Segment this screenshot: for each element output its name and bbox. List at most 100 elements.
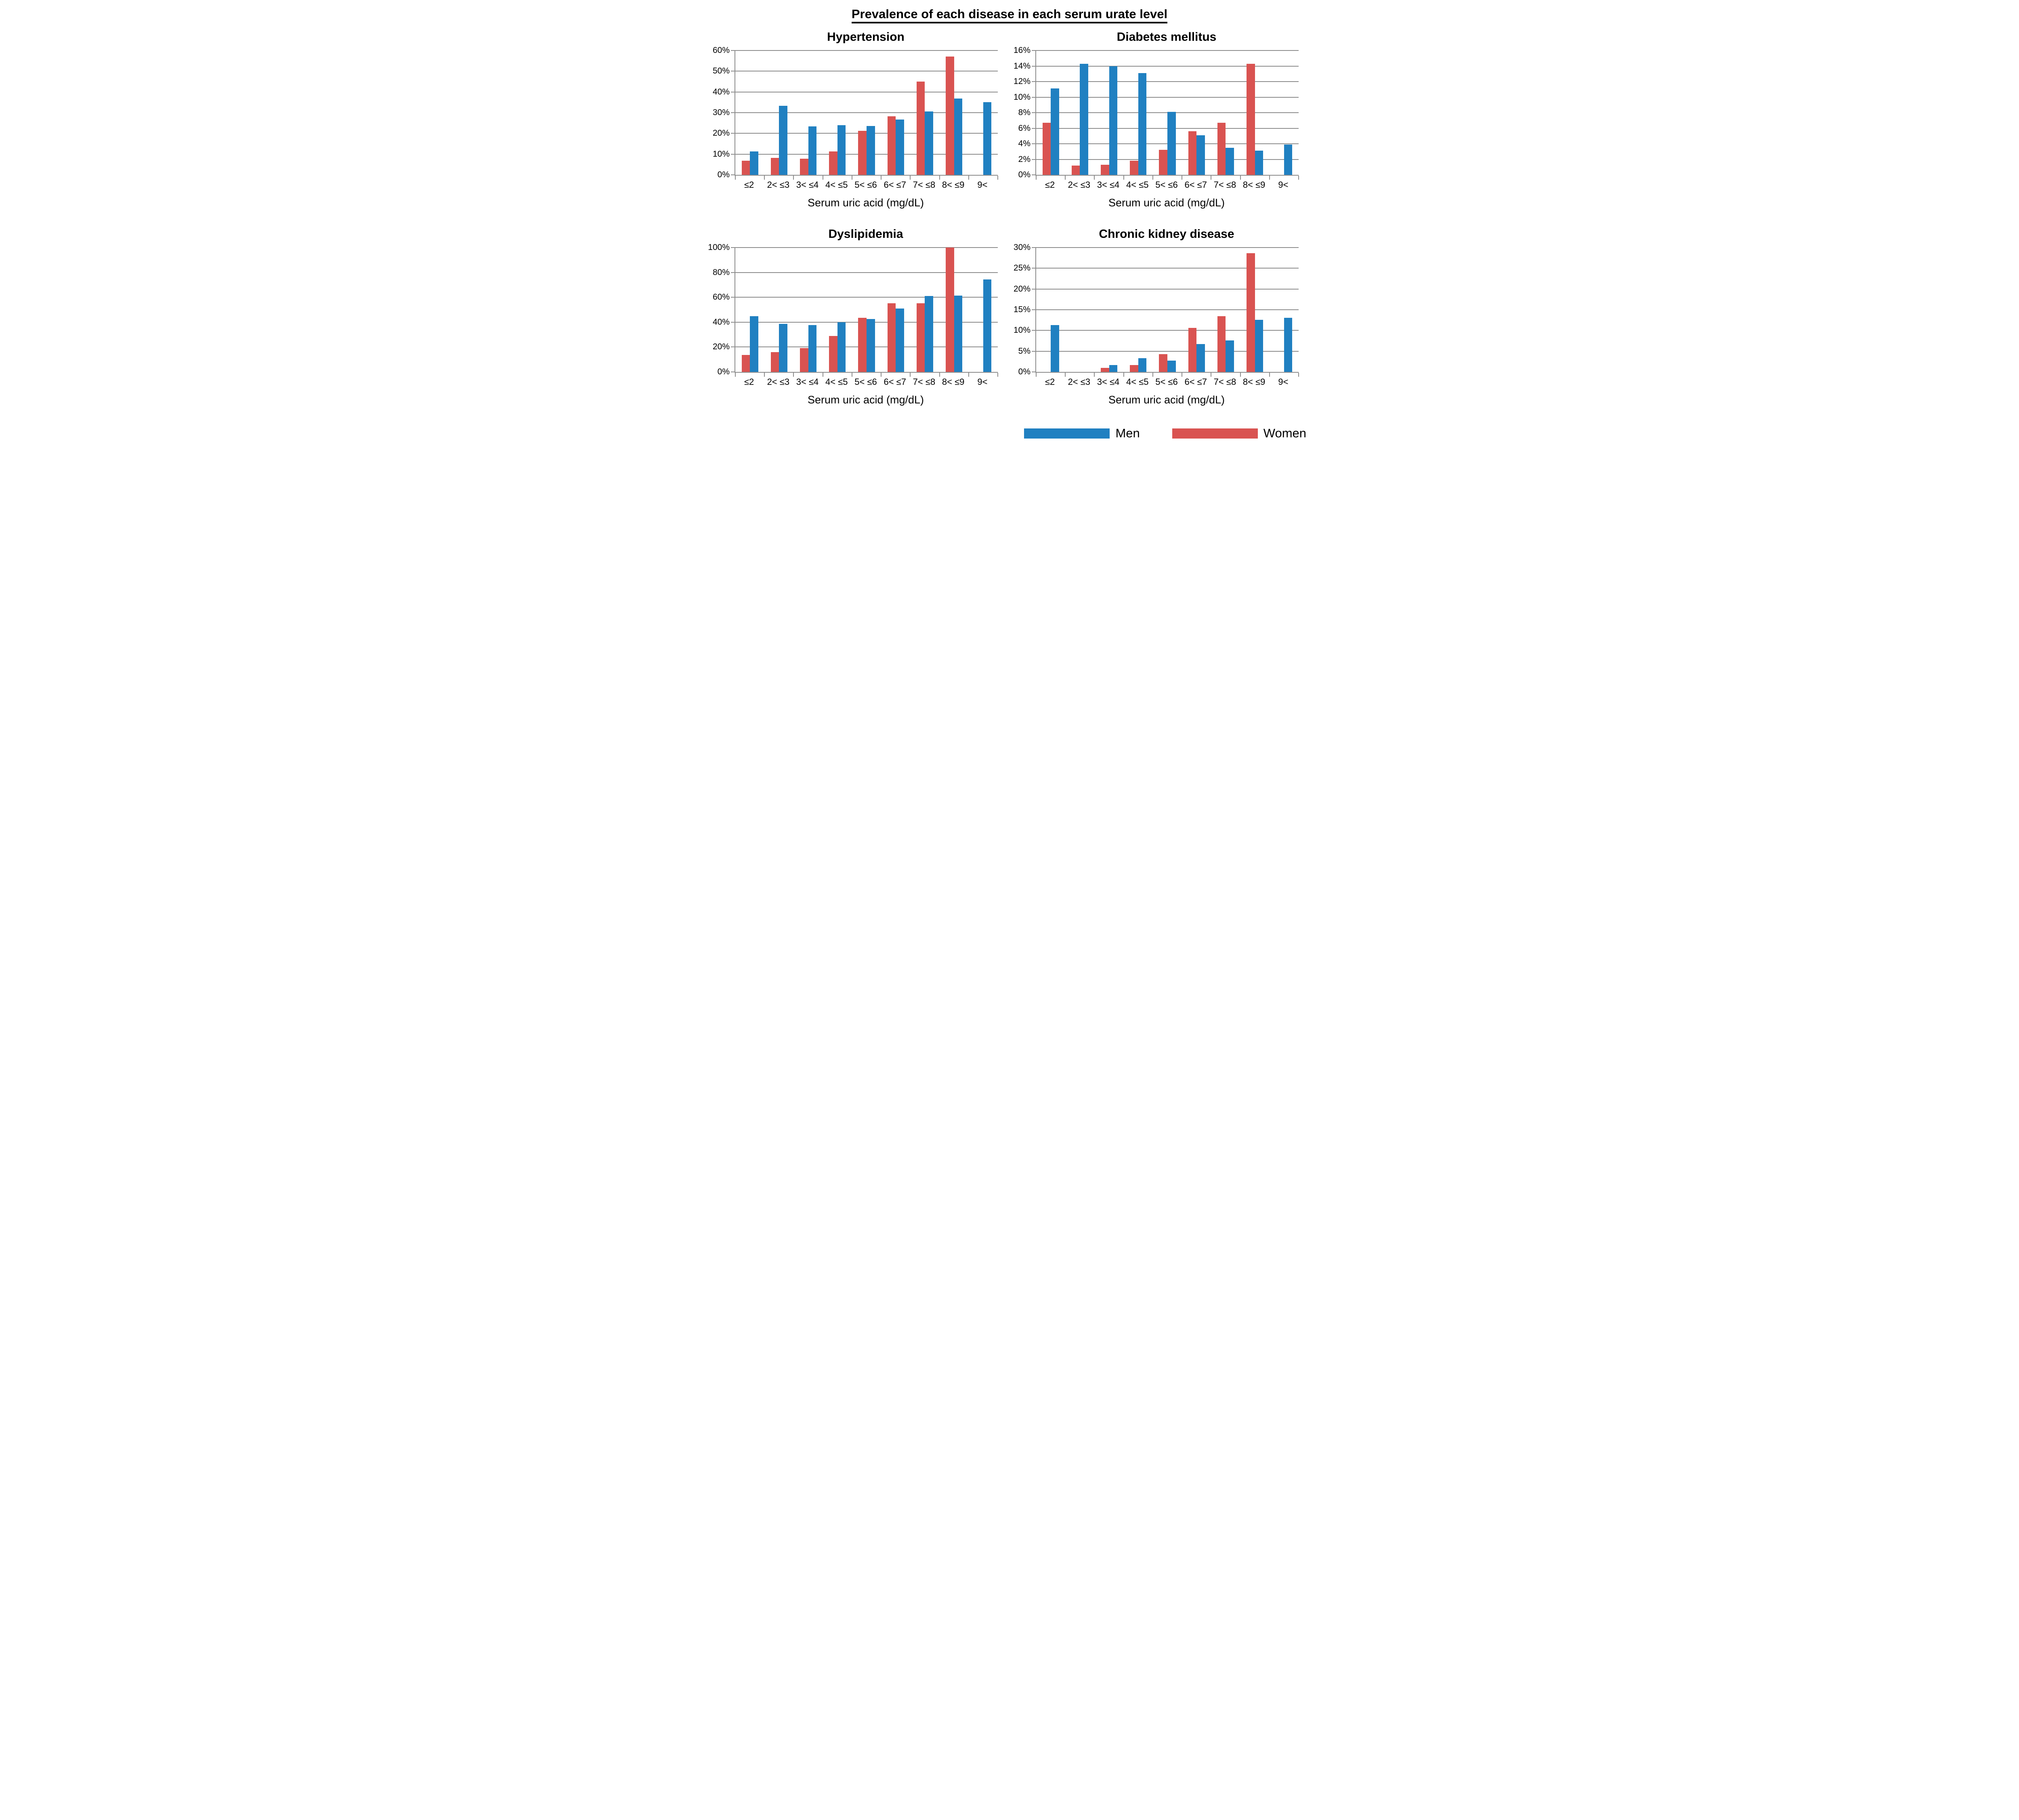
y-tick [1032,174,1036,175]
x-tick-label: 2< ≤3 [1068,180,1091,190]
x-tick [910,176,911,180]
x-tick [793,176,794,180]
x-tick [735,176,736,180]
bar-men-4< ≤5 [1138,358,1147,372]
legend-women-label: Women [1263,426,1306,440]
gridline [1036,65,1299,67]
x-axis-labels: ≤2 2< ≤3 3< ≤4 4< ≤5 5< ≤6 6< ≤7 7< ≤8 8< ≤9 9< [735,373,997,387]
x-tick-label: 3< ≤4 [1097,377,1120,387]
x-tick-label: 7< ≤8 [1213,377,1236,387]
plot-row: 0% 2% 4% 6% 8% 10% 12% 14% 16% [1010,46,1310,180]
y-tick [1032,128,1036,129]
y-axis-labels: 0% 20% 40% 60% 80% 100% [708,243,735,376]
bar-men-4< ≤5 [837,125,846,175]
y-tick-label: 12% [1013,77,1030,86]
bar-men-6< ≤7 [896,308,904,372]
x-tick-label: 9< [1278,180,1289,190]
gridline [735,272,998,273]
x-tick [793,373,794,377]
bar-men-5< ≤6 [867,319,875,372]
bar-men-3< ≤4 [1109,365,1118,372]
x-tick-label: 6< ≤7 [884,377,906,387]
plot-area-hypertension [731,50,998,180]
y-tick [1032,97,1036,98]
bar-men-9< [983,279,992,372]
x-tick [1152,176,1153,180]
x-tick-label: 8< ≤9 [1242,377,1266,387]
y-tick [731,247,735,248]
x-tick [1036,373,1037,377]
x-axis-title: Serum uric acid (mg/dL) [1108,394,1225,406]
y-tick-label: 0% [717,170,730,179]
y-tick [1032,309,1036,310]
gridline [735,50,998,51]
x-tick [997,373,998,377]
x-tick [1036,176,1037,180]
bar-women-2< ≤3 [770,352,779,372]
x-tick [1298,176,1299,180]
y-tick-label: 100% [708,243,730,252]
chart-title-dyslipidemia: Dyslipidemia [828,227,903,241]
gridline [1036,50,1299,51]
y-tick-label: 0% [717,367,730,376]
bar-women-6< ≤7 [887,303,896,372]
bar-men-7< ≤8 [1226,340,1234,372]
y-tick-label: 14% [1013,61,1030,71]
x-tick [1123,373,1124,377]
bar-women-4< ≤5 [829,336,837,372]
gridline [1036,330,1299,331]
figure-title-text: Prevalence of each disease in each serum… [851,7,1168,23]
x-tick [735,373,736,377]
y-tick [1032,351,1036,352]
bar-women-≤2 [1042,123,1051,175]
y-tick-label: 40% [712,87,730,97]
x-tick-label: ≤2 [744,180,754,190]
chart-hypertension: Hypertension 0% 10% 20% 30% 40% 50% 60% ≤2 2< ≤… [709,24,1010,221]
bar-men-2< ≤3 [779,106,787,175]
x-tick-label: 3< ≤4 [796,377,819,387]
gridline [1036,81,1299,82]
x-tick [1269,373,1270,377]
y-tick-label: 10% [712,149,730,159]
bar-women-3< ≤4 [800,348,808,372]
x-tick-label: 5< ≤6 [1155,377,1178,387]
bar-women-8< ≤9 [946,248,954,372]
gridline [1036,351,1299,352]
chart-title-hypertension: Hypertension [827,30,905,44]
y-tick-label: 4% [1018,139,1030,148]
y-tick-label: 60% [712,46,730,55]
bar-women-5< ≤6 [1159,150,1167,175]
bar-men-8< ≤9 [1255,319,1263,372]
y-tick [731,174,735,175]
x-tick-label: 4< ≤5 [1126,377,1149,387]
gridline [1036,268,1299,269]
y-tick-label: 30% [1013,243,1030,252]
bar-women-2< ≤3 [1071,165,1080,175]
x-tick-label: 4< ≤5 [825,377,848,387]
bar-women-4< ≤5 [1130,365,1138,372]
y-tick [1032,112,1036,113]
y-axis-labels: 0% 10% 20% 30% 40% 50% 60% [709,46,735,179]
plot-area-dyslipidemia [731,247,998,377]
bar-women-7< ≤8 [1217,316,1226,372]
x-tick-label: 7< ≤8 [913,180,936,190]
bar-women-7< ≤8 [916,82,925,175]
y-tick-label: 0% [1018,367,1030,376]
bar-men-5< ≤6 [1167,361,1176,372]
y-tick [731,153,735,155]
y-axis-labels: 0% 5% 10% 15% 20% 25% 30% [1010,243,1035,376]
x-axis-title: Serum uric acid (mg/dL) [1108,197,1225,209]
bar-women-7< ≤8 [1217,123,1226,175]
legend: Men Women [713,426,1306,441]
x-tick-label: 3< ≤4 [796,180,819,190]
figure-page: Prevalence of each disease in each serum… [708,6,1310,453]
x-tick [939,176,940,180]
y-tick-label: 16% [1013,46,1030,55]
bar-men-5< ≤6 [1167,112,1176,175]
bar-men-9< [1284,317,1293,372]
x-axis-title: Serum uric acid (mg/dL) [807,394,924,406]
bar-men-9< [1284,144,1293,175]
x-axis-labels: ≤2 2< ≤3 3< ≤4 4< ≤5 5< ≤6 6< ≤7 7< ≤8 8< ≤9 9< [735,176,997,190]
x-tick-label: 9< [1278,377,1289,387]
x-tick-label: 9< [977,377,988,387]
